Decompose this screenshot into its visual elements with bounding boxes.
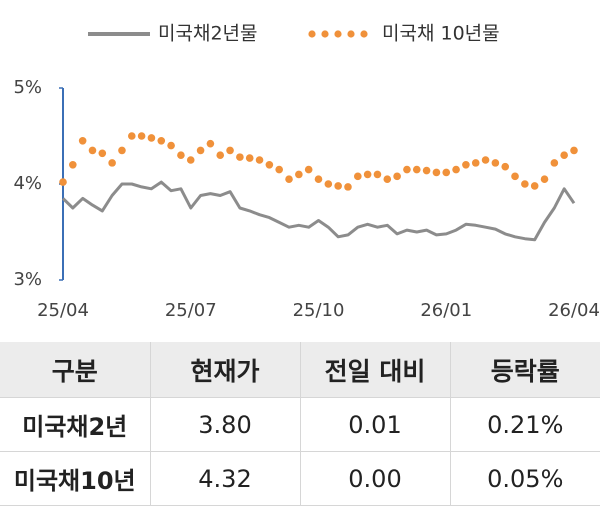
x-tick-label: 26/04	[548, 300, 600, 321]
data-point	[432, 168, 441, 177]
table-row: 미국채2년 3.80 0.01 0.21%	[0, 397, 600, 452]
data-point	[285, 175, 293, 183]
data-point	[304, 165, 313, 174]
data-point	[186, 156, 195, 164]
data-point	[373, 170, 382, 179]
cell: 미국채2년	[0, 397, 150, 452]
legend-marker	[334, 30, 342, 38]
legend-marker	[321, 30, 329, 38]
data-point	[245, 154, 254, 162]
table-row: 미국채10년 4.32 0.00 0.05%	[0, 451, 600, 506]
data-point	[412, 165, 421, 174]
data-point	[255, 156, 264, 164]
data-point	[157, 137, 166, 145]
data-point	[363, 170, 372, 179]
data-point	[78, 137, 87, 145]
x-tick-label: 25/04	[37, 300, 89, 321]
cell: 3.80	[149, 397, 300, 452]
data-point	[344, 183, 352, 191]
data-point	[560, 151, 568, 159]
cell: 미국채10년	[0, 451, 150, 506]
data-point	[334, 182, 342, 190]
data-point	[295, 170, 303, 179]
cell: 0.21%	[449, 397, 600, 452]
legend-text: 미국채 10년물	[382, 23, 500, 45]
y-tick-label: 5%	[13, 77, 42, 98]
data-point	[530, 182, 539, 190]
x-tick-label: 26/01	[420, 300, 472, 321]
legend-marker	[360, 30, 368, 38]
data-point	[354, 172, 362, 181]
data-point	[481, 156, 490, 164]
legend-marker	[347, 30, 355, 38]
header-cell: 등락률	[449, 342, 600, 398]
data-point	[393, 172, 401, 181]
data-point	[236, 153, 244, 161]
table-header: 구분 현재가 전일 대비 등락률	[0, 342, 600, 398]
data-point	[196, 146, 205, 155]
data-point	[69, 161, 77, 169]
data-point	[452, 165, 460, 174]
data-point	[403, 165, 411, 174]
data-point	[442, 168, 451, 177]
cell: 0.05%	[449, 451, 600, 506]
legend-marker	[308, 30, 316, 38]
data-point	[177, 151, 185, 159]
data-point	[275, 165, 283, 174]
data-point	[206, 139, 215, 148]
series-line	[61, 180, 576, 242]
data-point	[511, 172, 519, 181]
data-point	[137, 132, 146, 140]
data-point	[314, 175, 323, 183]
cell: 4.32	[149, 451, 300, 506]
header-cell: 전일 대비	[299, 342, 450, 398]
data-point	[108, 159, 116, 167]
data-point	[570, 146, 578, 155]
data-point	[491, 159, 500, 167]
data-point	[147, 134, 156, 142]
data-point	[422, 166, 431, 175]
y-tick-label: 4%	[13, 173, 42, 194]
data-point	[540, 175, 549, 183]
data-point	[501, 162, 510, 171]
cell: 0.01	[299, 397, 450, 452]
header-cell: 구분	[0, 342, 150, 398]
cell: 0.00	[299, 451, 450, 506]
data-point	[471, 159, 480, 167]
x-tick-label: 25/10	[293, 300, 345, 321]
y-tick-label: 3%	[13, 269, 42, 290]
header-cell: 현재가	[149, 342, 300, 398]
data-point	[127, 132, 136, 140]
data-point	[216, 151, 225, 159]
data-point	[550, 159, 559, 167]
data-point	[383, 175, 392, 183]
x-tick-label: 25/07	[165, 300, 217, 321]
data-point	[324, 180, 333, 188]
data-point	[167, 141, 175, 150]
data-point	[118, 146, 126, 155]
data-point	[59, 178, 67, 186]
data-point	[88, 146, 97, 155]
quote-table: 구분 현재가 전일 대비 등락률 미국채2년 3.80 0.01 0.21% 미…	[0, 342, 600, 506]
chart: 미국채2년물 미국채 10년물 3% 4% 5% 25/04 25/07 25/10 26/01…	[13, 23, 600, 322]
data-point	[265, 161, 274, 169]
data-point	[521, 180, 529, 188]
data-point	[462, 161, 470, 169]
data-point	[226, 146, 234, 155]
data-point	[98, 149, 107, 158]
legend-text: 미국채2년물	[158, 23, 258, 45]
